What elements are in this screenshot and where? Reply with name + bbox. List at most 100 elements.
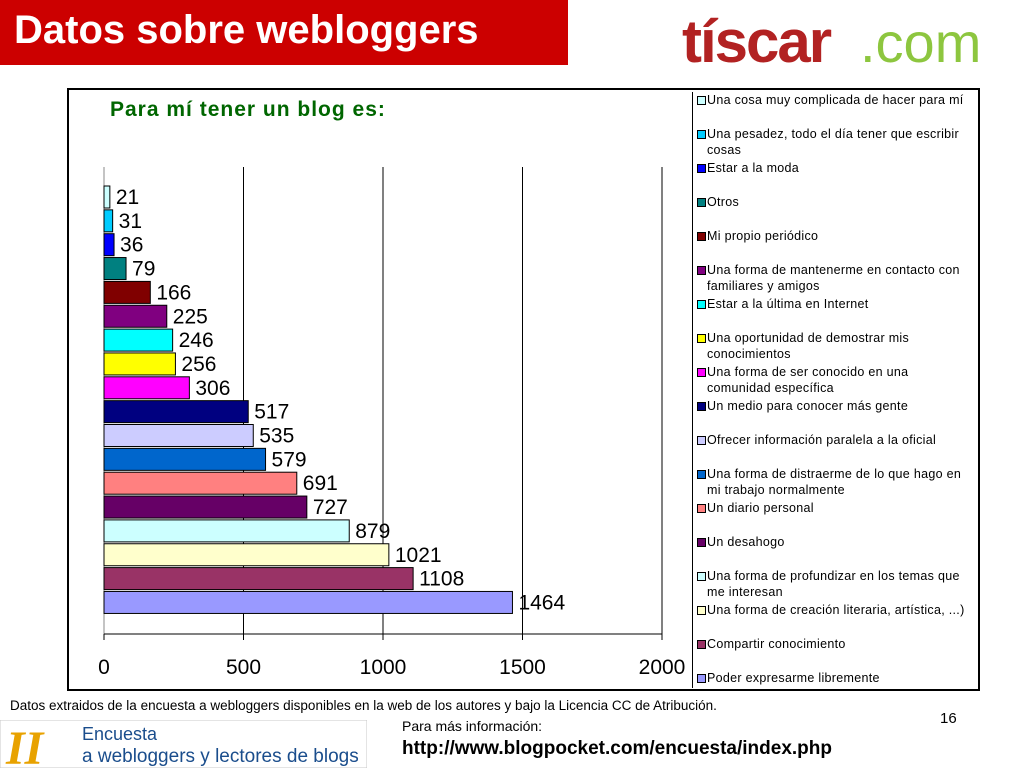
- legend-item: Otros: [697, 194, 969, 210]
- data-label: 79: [132, 258, 155, 281]
- data-label: 166: [156, 281, 191, 304]
- bar: [103, 257, 127, 281]
- data-label: 246: [179, 329, 214, 352]
- legend-swatch: [697, 164, 706, 173]
- x-tick-label: 1000: [360, 656, 407, 679]
- legend-label: Una forma de creación literaria, artísti…: [707, 603, 965, 617]
- legend-item: Estar a la moda: [697, 160, 969, 176]
- survey-url-link[interactable]: http://www.blogpocket.com/encuesta/index…: [402, 738, 832, 759]
- legend-item: Un desahogo: [697, 534, 969, 550]
- legend-label: Un medio para conocer más gente: [707, 399, 909, 413]
- legend-swatch: [697, 504, 706, 513]
- legend-swatch: [697, 300, 706, 309]
- legend-swatch: [697, 402, 706, 411]
- legend-swatch: [697, 130, 706, 139]
- legend-swatch: [697, 572, 706, 581]
- survey-logo-mark: II: [5, 722, 46, 768]
- legend-swatch: [697, 96, 706, 105]
- data-label: 535: [259, 425, 294, 448]
- legend-label: Una forma de profundizar en los temas qu…: [707, 569, 960, 599]
- legend-item: Una forma de mantenerme en contacto con …: [697, 262, 969, 294]
- legend-label: Una cosa muy complicada de hacer para mí: [707, 93, 964, 107]
- legend-swatch: [697, 266, 706, 275]
- legend-label: Poder expresarme libremente: [707, 671, 880, 685]
- bar: [103, 352, 176, 376]
- bar: [103, 543, 390, 567]
- bar: [103, 304, 168, 328]
- x-tick-label: 2000: [639, 656, 686, 679]
- bar: [103, 185, 111, 209]
- data-label: 517: [254, 401, 289, 424]
- legend-item: Estar a la última en Internet: [697, 296, 969, 312]
- x-tick-label: 0: [98, 656, 110, 679]
- legend-item: Un diario personal: [697, 500, 969, 516]
- legend-item: Compartir conocimiento: [697, 636, 969, 652]
- data-label: 225: [173, 305, 208, 328]
- data-label: 727: [313, 496, 348, 519]
- legend-label: Una forma de distraerme de lo que hago e…: [707, 467, 962, 497]
- data-label: 1021: [395, 544, 442, 567]
- legend-label: Un diario personal: [707, 501, 814, 515]
- data-label: 31: [119, 210, 142, 233]
- chart-title: Para mí tener un blog es:: [110, 98, 386, 121]
- data-label: 579: [272, 448, 307, 471]
- legend-label: Estar a la última en Internet: [707, 297, 869, 311]
- data-label: 306: [195, 377, 230, 400]
- bar: [103, 495, 308, 519]
- x-tick-label: 500: [226, 656, 261, 679]
- legend-item: Ofrecer información paralela a la oficia…: [697, 432, 969, 448]
- bar: [103, 233, 115, 257]
- legend-label: Estar a la moda: [707, 161, 800, 175]
- legend-swatch: [697, 198, 706, 207]
- legend-item: Una oportunidad de demostrar mis conocim…: [697, 330, 969, 362]
- logo-text-com: .com: [860, 11, 981, 70]
- legend-swatch: [697, 538, 706, 547]
- legend-label: Una oportunidad de demostrar mis conocim…: [707, 331, 910, 361]
- legend-label: Otros: [707, 195, 740, 209]
- survey-logo: II Encuesta a webloggers y lectores de b…: [0, 720, 367, 768]
- bar: [103, 280, 151, 304]
- bar: [103, 209, 114, 233]
- data-label: 21: [116, 186, 139, 209]
- legend-item: Poder expresarme libremente: [697, 670, 969, 686]
- legend-swatch: [697, 640, 706, 649]
- data-label: 879: [355, 520, 390, 543]
- legend-swatch: [697, 334, 706, 343]
- legend-item: Una cosa muy complicada de hacer para mí: [697, 92, 969, 108]
- legend-item: Un medio para conocer más gente: [697, 398, 969, 414]
- legend-label: Una forma de mantenerme en contacto con …: [707, 263, 960, 293]
- legend-label: Mi propio periódico: [707, 229, 819, 243]
- logo-text-tiscar: tíscar: [682, 8, 832, 70]
- legend-label: Una pesadez, todo el día tener que escri…: [707, 127, 959, 157]
- legend-swatch: [697, 232, 706, 241]
- bar: [103, 376, 190, 400]
- bar: [103, 447, 267, 471]
- legend-swatch: [697, 470, 706, 479]
- data-label: 256: [181, 353, 216, 376]
- data-label: 36: [120, 234, 143, 257]
- legend-swatch: [697, 606, 706, 615]
- bar: [103, 424, 254, 447]
- title-bar: Datos sobre webloggers: [0, 0, 568, 65]
- survey-logo-line1: Encuesta: [82, 724, 158, 744]
- bar: [103, 590, 513, 614]
- legend-label: Ofrecer información paralela a la oficia…: [707, 433, 937, 447]
- chart-frame: [67, 88, 980, 691]
- bar: [103, 328, 174, 352]
- legend-item: Una forma de profundizar en los temas qu…: [697, 568, 969, 600]
- page-number: 16: [940, 710, 957, 727]
- survey-logo-line2: a webloggers y lectores de blogs: [82, 746, 359, 767]
- legend-item: Mi propio periódico: [697, 228, 969, 244]
- data-label: 1464: [518, 591, 565, 614]
- legend-label: Una forma de ser conocido en una comunid…: [707, 365, 909, 395]
- legend-item: Una forma de creación literaria, artísti…: [697, 602, 969, 618]
- x-tick-label: 1500: [499, 656, 546, 679]
- bar: [103, 519, 350, 543]
- tiscar-logo: tíscar .com: [682, 8, 981, 70]
- data-label: 691: [303, 472, 338, 495]
- more-info-label: Para más información:: [402, 718, 543, 734]
- bar: [103, 567, 414, 591]
- bar: [103, 471, 298, 495]
- legend-swatch: [697, 436, 706, 445]
